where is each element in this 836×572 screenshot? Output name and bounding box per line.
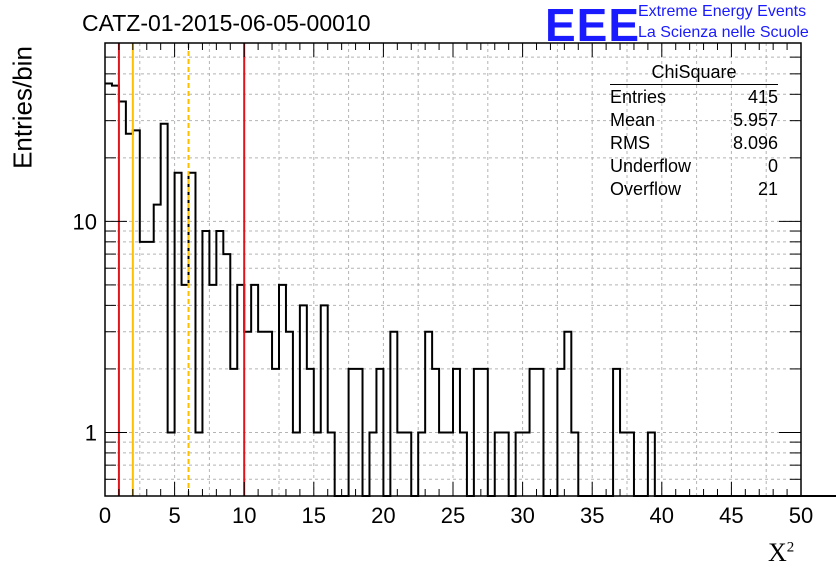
stats-value: 0: [767, 156, 778, 176]
x-tick-label: 25: [441, 503, 465, 528]
x-tick-label: 15: [302, 503, 326, 528]
stats-value: 21: [757, 179, 778, 199]
stats-row: Mean 5.957: [610, 110, 778, 133]
x-tick-label: 0: [99, 503, 111, 528]
stats-value: 5.957: [732, 110, 778, 130]
x-tick-label: 50: [789, 503, 813, 528]
x-axis-label: X2: [768, 538, 795, 567]
stats-value: 8.096: [732, 133, 778, 153]
stats-row: Overflow 21: [610, 179, 778, 202]
stats-value: 415: [747, 87, 778, 107]
x-tick-label: 30: [510, 503, 534, 528]
stats-label: Mean: [610, 110, 656, 130]
x-tick-label: 35: [580, 503, 604, 528]
y-axis-label: Entries/bin: [7, 46, 38, 169]
chart-title: CATZ-01-2015-06-05-00010: [82, 10, 371, 36]
stats-label: Underflow: [610, 156, 692, 176]
stats-box: ChiSquare Entries 415 Mean 5.957 RMS 8.096 …: [610, 62, 778, 202]
stats-label: Entries: [610, 87, 667, 107]
x-tick-label: 10: [232, 503, 256, 528]
stats-label: RMS: [610, 133, 650, 153]
y-tick-label: 10: [73, 209, 97, 234]
logo-line-1: Extreme Energy Events: [638, 3, 807, 20]
stats-label: Overflow: [610, 179, 682, 199]
stats-row: Underflow 0: [610, 156, 778, 179]
stats-row: Entries 415: [610, 87, 778, 110]
stats-title: ChiSquare: [610, 62, 778, 85]
x-tick-label: 40: [650, 503, 674, 528]
stats-row: RMS 8.096: [610, 133, 778, 156]
eee-logo: EEE: [545, 0, 641, 51]
y-tick-label: 1: [85, 420, 97, 445]
x-tick-label: 45: [719, 503, 743, 528]
x-tick-label: 20: [371, 503, 395, 528]
logo-line-2: La Scienza nelle Scuole: [638, 24, 809, 41]
x-tick-label: 5: [168, 503, 180, 528]
